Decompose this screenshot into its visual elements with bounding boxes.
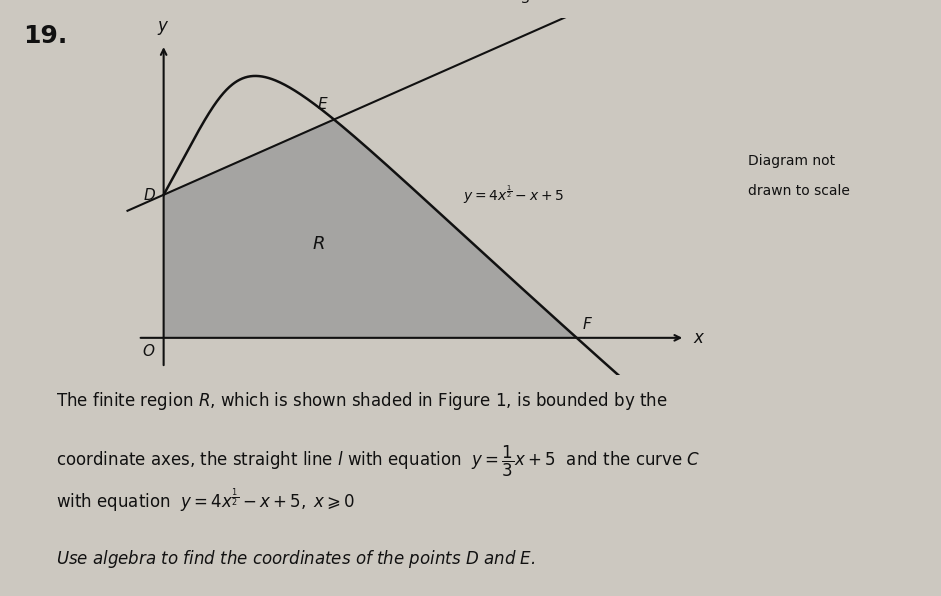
Text: with equation  $y = 4x^{\frac{1}{2}} - x + 5,\; x \geqslant 0$: with equation $y = 4x^{\frac{1}{2}} - x … <box>56 486 356 514</box>
Text: 19.: 19. <box>24 24 68 48</box>
Text: $F$: $F$ <box>582 316 593 332</box>
Text: $y = 4x^{\frac{1}{2}} - x + 5$: $y = 4x^{\frac{1}{2}} - x + 5$ <box>463 184 565 206</box>
Text: $x$: $x$ <box>693 329 705 347</box>
Text: coordinate axes, the straight line $l$ with equation  $y = \dfrac{1}{3}x + 5$  a: coordinate axes, the straight line $l$ w… <box>56 444 701 479</box>
Polygon shape <box>164 119 577 338</box>
Text: $E$: $E$ <box>317 96 328 112</box>
Text: Diagram not: Diagram not <box>748 154 836 168</box>
Text: drawn to scale: drawn to scale <box>748 184 850 198</box>
Text: The finite region $R$, which is shown shaded in Figure 1, is bounded by the: The finite region $R$, which is shown sh… <box>56 390 668 412</box>
Text: $O$: $O$ <box>142 343 156 359</box>
Text: $D$: $D$ <box>143 187 156 203</box>
Text: $y$: $y$ <box>157 18 170 37</box>
Text: $R$: $R$ <box>312 235 325 253</box>
Text: $y = \dfrac{1}{3}x + 5$: $y = \dfrac{1}{3}x + 5$ <box>495 0 566 5</box>
Text: Use algebra to find the coordinates of the points $D$ and $E$.: Use algebra to find the coordinates of t… <box>56 548 536 570</box>
